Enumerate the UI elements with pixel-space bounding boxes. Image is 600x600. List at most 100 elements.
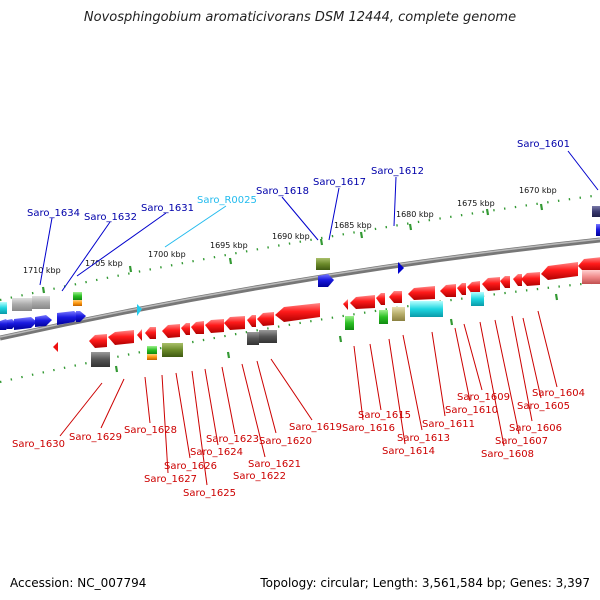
gene-feature[interactable] [89, 334, 107, 348]
gene-feature[interactable] [318, 274, 334, 287]
gene-feature[interactable] [257, 312, 274, 326]
gene-feature[interactable] [57, 311, 80, 325]
gene-feature[interactable] [440, 284, 456, 297]
gene-feature[interactable] [379, 310, 388, 324]
gene-label[interactable]: Saro_1615 [358, 410, 411, 421]
gene-feature[interactable] [108, 330, 134, 345]
gene-label[interactable]: Saro_1601 [517, 139, 570, 150]
gene-feature[interactable] [541, 262, 578, 280]
rna-feature[interactable] [137, 304, 142, 316]
gene-label[interactable]: Saro_1628 [124, 425, 177, 436]
gene-feature[interactable] [376, 293, 385, 305]
gene-feature[interactable] [316, 258, 330, 270]
gene-label[interactable]: Saro_1623 [206, 434, 259, 445]
gene-label[interactable]: Saro_1605 [517, 401, 570, 412]
gene-label[interactable]: Saro_1618 [256, 186, 309, 197]
gene-feature[interactable] [205, 319, 224, 333]
gene-label[interactable]: Saro_1620 [259, 436, 312, 447]
gene-feature[interactable] [0, 302, 7, 314]
reverse-leader-lines [59, 310, 558, 486]
genome-summary: Topology: circular; Length: 3,561,584 bp… [260, 576, 590, 590]
forward-genes [0, 206, 600, 330]
gene-feature[interactable] [35, 315, 52, 327]
gene-feature[interactable] [76, 311, 86, 322]
gene-feature[interactable] [275, 303, 320, 322]
gene-feature[interactable] [500, 276, 510, 288]
outer-scale-ring [0, 193, 600, 302]
gene-feature[interactable] [521, 272, 540, 286]
gene-feature[interactable] [389, 291, 402, 303]
gene-label[interactable]: Saro_1610 [445, 405, 498, 416]
reverse-gene-labels: Saro_1604 Saro_1605 Saro_1606 Saro_1607 … [12, 388, 585, 499]
gene-feature[interactable] [408, 286, 435, 300]
gene-feature[interactable] [410, 301, 443, 317]
gene-label[interactable]: Saro_1627 [144, 474, 197, 485]
gene-feature[interactable] [343, 299, 348, 310]
gene-label[interactable]: Saro_1616 [342, 423, 395, 434]
gene-label[interactable]: Saro_1630 [12, 439, 65, 450]
gene-label[interactable]: Saro_1614 [382, 446, 435, 457]
gene-feature[interactable] [73, 300, 82, 306]
gene-feature[interactable] [350, 295, 375, 309]
gene-feature[interactable] [181, 323, 190, 335]
gene-label[interactable]: Saro_1626 [164, 461, 217, 472]
gene-label[interactable]: Saro_1613 [397, 433, 450, 444]
forward-gene-labels: Saro_1601 Saro_1612 Saro_1617 Saro_1618 … [27, 139, 570, 223]
gene-feature[interactable] [224, 316, 245, 330]
gene-feature[interactable] [53, 342, 58, 352]
gene-label[interactable]: Saro_1606 [509, 423, 562, 434]
gene-feature[interactable] [12, 298, 32, 311]
scale-label: 1685 kbp [334, 221, 372, 230]
gene-label[interactable]: Saro_1604 [532, 388, 585, 399]
gene-feature[interactable] [162, 324, 180, 338]
gene-feature[interactable] [32, 296, 50, 309]
gene-label[interactable]: Saro_1622 [233, 471, 286, 482]
page-title: Novosphingobium aromaticivorans DSM 1244… [83, 10, 517, 25]
gene-feature[interactable] [592, 206, 600, 217]
gene-feature[interactable] [191, 321, 204, 334]
gene-feature[interactable] [345, 316, 354, 330]
scale-ticks [41, 203, 559, 373]
gene-feature[interactable] [147, 354, 157, 360]
gene-label[interactable]: Saro_1631 [141, 203, 194, 214]
gene-feature[interactable] [471, 292, 484, 306]
inner-scale-ring [0, 280, 600, 384]
gene-label[interactable]: Saro_1619 [289, 422, 342, 433]
gene-feature[interactable] [596, 224, 600, 236]
gene-label[interactable]: Saro_1608 [481, 449, 534, 460]
gene-label[interactable]: Saro_1612 [371, 166, 424, 177]
gene-label[interactable]: Saro_1624 [190, 447, 243, 458]
gene-label[interactable]: Saro_1625 [183, 488, 236, 499]
scale-labels: 1710 kbp 1705 kbp 1700 kbp 1695 kbp 1690… [23, 186, 557, 275]
gene-feature[interactable] [145, 327, 156, 339]
gene-feature[interactable] [582, 270, 600, 284]
gene-feature[interactable] [392, 307, 405, 321]
gene-label[interactable]: Saro_1632 [84, 212, 137, 223]
gene-feature[interactable] [147, 346, 157, 354]
gene-label[interactable]: Saro_1617 [313, 177, 366, 188]
gene-feature[interactable] [259, 330, 277, 343]
gene-label[interactable]: Saro_R0025 [197, 195, 257, 206]
gene-label[interactable]: Saro_1629 [69, 432, 122, 443]
gene-label[interactable]: Saro_1621 [248, 459, 301, 470]
gene-feature[interactable] [457, 283, 466, 295]
gene-feature[interactable] [247, 315, 256, 327]
gene-feature[interactable] [73, 292, 82, 300]
gene-label[interactable]: Saro_1611 [422, 419, 475, 430]
gene-label[interactable]: Saro_1634 [27, 208, 80, 219]
gene-feature[interactable] [247, 332, 259, 345]
gene-feature[interactable] [91, 352, 110, 367]
gene-feature[interactable] [513, 274, 522, 286]
scale-label: 1695 kbp [210, 241, 248, 250]
gene-feature[interactable] [578, 257, 600, 272]
gene-feature[interactable] [467, 281, 480, 294]
gene-feature[interactable] [162, 343, 183, 357]
gene-feature[interactable] [398, 262, 404, 274]
gene-feature[interactable] [482, 277, 500, 291]
gene-feature[interactable] [14, 317, 37, 330]
genome-backbone [0, 237, 600, 341]
gene-label[interactable]: Saro_1607 [495, 436, 548, 447]
gene-feature[interactable] [137, 329, 142, 341]
gene-label[interactable]: Saro_1609 [457, 392, 510, 403]
